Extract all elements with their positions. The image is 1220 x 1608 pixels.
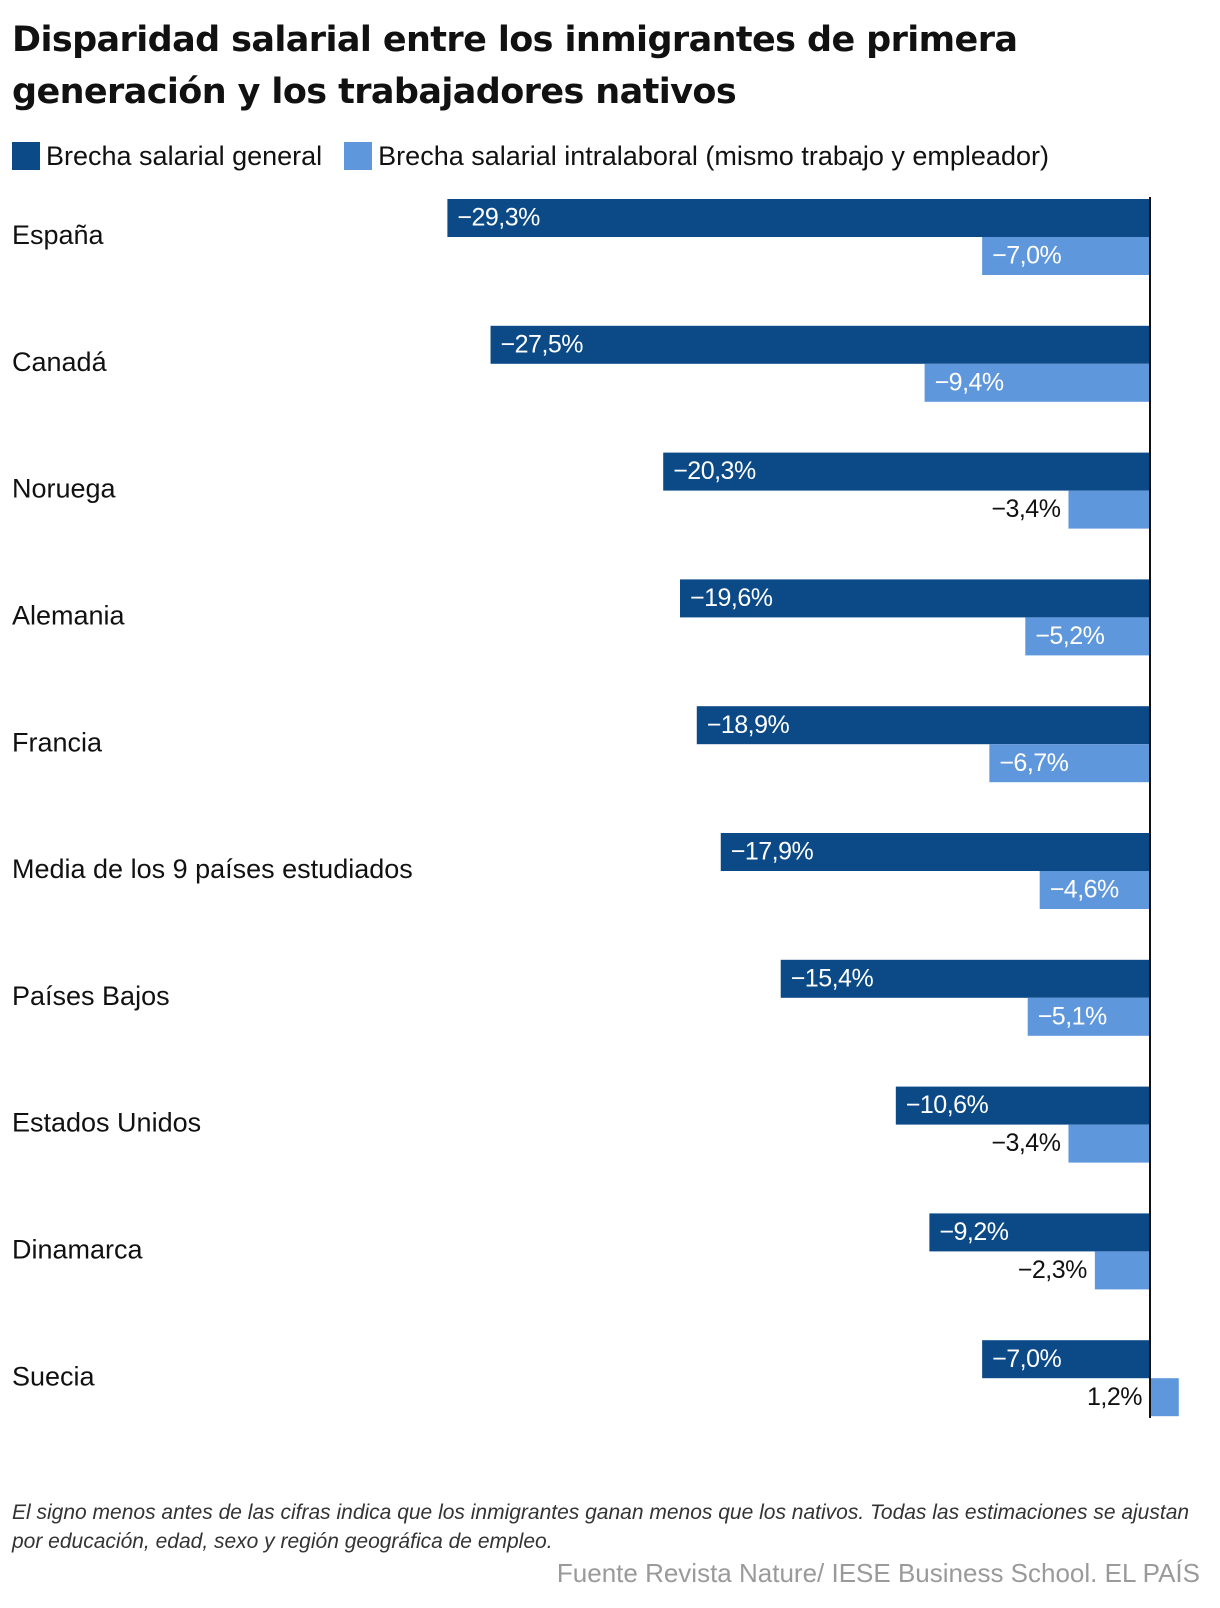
data-label: −7,0% (992, 242, 1061, 270)
legend-item-general: Brecha salarial general (12, 141, 322, 172)
category-label: Noruega (12, 474, 117, 504)
bar-intralaboral (1068, 490, 1150, 529)
bar-chart: España −29,3% −7,0% Canadá −27,5% −9,4% Norueg… (12, 197, 1179, 1418)
category-label: Suecia (12, 1361, 96, 1391)
data-label: −27,5% (501, 330, 584, 358)
bar-intralaboral (1027, 997, 1150, 1036)
data-label: −7,0% (992, 1345, 1061, 1373)
category-label: Francia (12, 727, 103, 757)
data-label: −29,3% (457, 204, 540, 232)
category-label: Canadá (12, 347, 108, 377)
bar-intralaboral (1039, 871, 1150, 909)
data-label: −15,4% (791, 964, 874, 992)
data-label: −5,1% (1038, 1002, 1107, 1030)
data-label: −20,3% (673, 457, 756, 485)
bar-general (780, 959, 1150, 998)
data-label: −19,6% (690, 584, 773, 612)
data-label: −18,9% (707, 711, 790, 739)
source-credit: Fuente Revista Nature/ IESE Business Sch… (556, 1558, 1200, 1588)
legend-label-intralaboral: Brecha salarial intralaboral (mismo trab… (378, 140, 1049, 171)
bar-intralaboral (1094, 1251, 1150, 1290)
legend: Brecha salarial general Brecha salarial … (12, 136, 1071, 176)
bar-intralaboral (989, 744, 1150, 783)
bar-intralaboral (1068, 1124, 1150, 1163)
bar-general (447, 199, 1150, 237)
data-label: 1,2% (1087, 1383, 1142, 1411)
data-label: −9,2% (939, 1218, 1008, 1246)
category-label: Estados Unidos (12, 1108, 201, 1138)
legend-item-intralaboral: Brecha salarial intralaboral (mismo trab… (344, 141, 1049, 172)
data-label: −3,4% (991, 495, 1060, 523)
data-label: −3,4% (991, 1129, 1060, 1157)
category-label: Dinamarca (12, 1235, 144, 1265)
bar-general (490, 325, 1150, 364)
data-label: −5,2% (1035, 622, 1104, 650)
legend-swatch-general (12, 142, 40, 170)
bar-intralaboral (982, 237, 1150, 275)
category-label: Alemania (12, 601, 126, 631)
footnote: El signo menos antes de las cifras indic… (12, 1501, 1190, 1553)
data-label: −6,7% (999, 749, 1068, 777)
chart-title: Disparidad salarial entre los inmigrante… (12, 20, 1018, 112)
bar-general (696, 706, 1150, 745)
bar-general (679, 579, 1150, 618)
category-label: Media de los 9 países estudiados (12, 854, 413, 884)
bar-general (720, 833, 1150, 871)
data-label: −9,4% (935, 368, 1004, 396)
bar-general (663, 452, 1150, 491)
data-label: −17,9% (731, 838, 814, 866)
legend-label-general: Brecha salarial general (46, 140, 323, 171)
data-label: −4,6% (1050, 876, 1119, 904)
category-label: Países Bajos (12, 981, 170, 1011)
bar-intralaboral (1150, 1378, 1179, 1417)
bar-intralaboral (1025, 617, 1150, 656)
data-label: −10,6% (906, 1091, 989, 1119)
bar-general (929, 1213, 1150, 1252)
category-label: España (12, 220, 105, 250)
legend-swatch-intralaboral (344, 142, 373, 170)
bar-intralaboral (924, 363, 1150, 402)
bar-general (982, 1340, 1150, 1379)
bar-general (895, 1086, 1150, 1125)
data-label: −2,3% (1018, 1256, 1087, 1284)
